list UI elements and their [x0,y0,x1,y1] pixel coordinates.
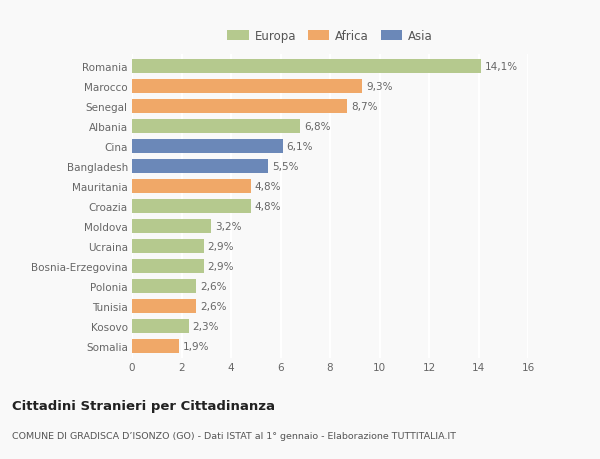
Text: 4,8%: 4,8% [254,182,281,191]
Bar [132,100,347,114]
Text: 9,3%: 9,3% [366,82,392,92]
Text: 1,9%: 1,9% [183,341,209,351]
Bar [132,200,251,213]
Legend: Europa, Africa, Asia: Europa, Africa, Asia [227,30,433,43]
Text: 6,8%: 6,8% [304,122,331,132]
Bar [132,160,268,174]
Bar [132,280,196,293]
Text: 2,6%: 2,6% [200,301,227,311]
Bar [132,240,204,253]
Bar [132,259,204,273]
Bar [132,220,211,233]
Bar [132,299,196,313]
Text: Cittadini Stranieri per Cittadinanza: Cittadini Stranieri per Cittadinanza [12,399,275,412]
Bar [132,319,189,333]
Text: 5,5%: 5,5% [272,162,298,172]
Bar [132,140,283,153]
Bar [132,339,179,353]
Text: 6,1%: 6,1% [287,142,313,152]
Text: 4,8%: 4,8% [254,202,281,212]
Text: 8,7%: 8,7% [351,102,377,112]
Bar [132,80,362,94]
Text: 2,9%: 2,9% [208,261,234,271]
Text: COMUNE DI GRADISCA D’ISONZO (GO) - Dati ISTAT al 1° gennaio - Elaborazione TUTTI: COMUNE DI GRADISCA D’ISONZO (GO) - Dati … [12,431,456,441]
Text: 2,3%: 2,3% [193,321,219,331]
Bar [132,180,251,193]
Text: 2,9%: 2,9% [208,241,234,252]
Bar [132,120,300,134]
Text: 14,1%: 14,1% [485,62,518,72]
Text: 3,2%: 3,2% [215,222,241,231]
Bar [132,60,481,74]
Text: 2,6%: 2,6% [200,281,227,291]
